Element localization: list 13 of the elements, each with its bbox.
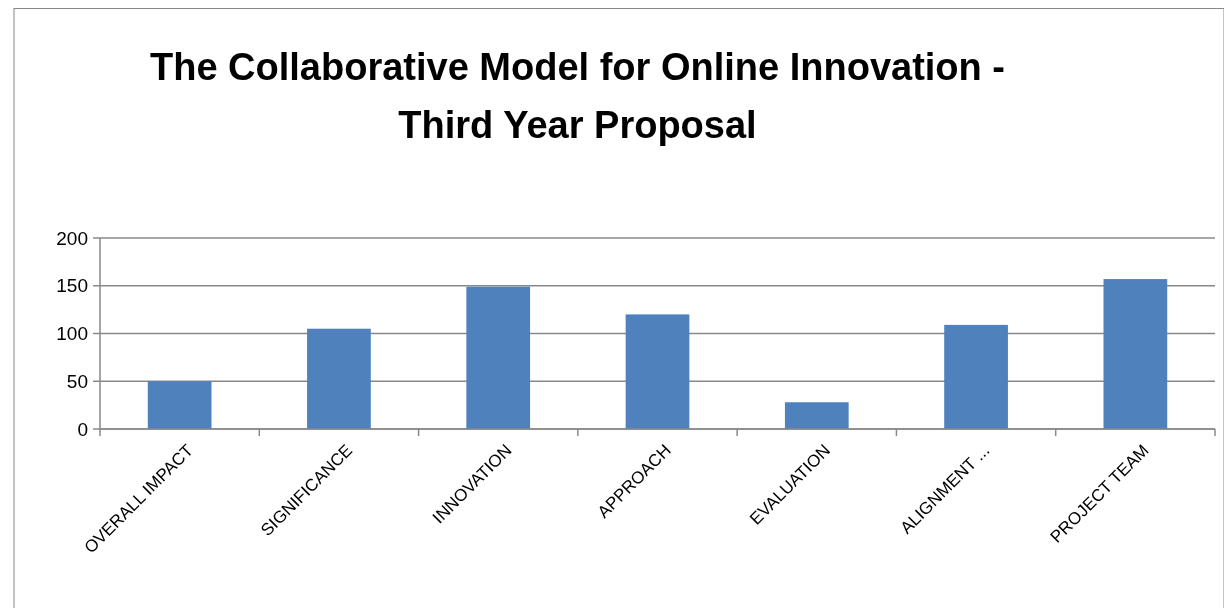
bar — [307, 328, 371, 429]
bar — [784, 402, 849, 429]
y-tick-label: 150 — [56, 275, 88, 297]
bar — [1103, 279, 1168, 429]
bar — [625, 314, 690, 429]
bar — [466, 286, 531, 429]
bar — [147, 381, 212, 429]
y-tick-label: 200 — [56, 227, 88, 249]
y-tick-label: 0 — [77, 418, 88, 440]
y-tick-label: 100 — [56, 323, 88, 345]
chart-title: The Collaborative Model for Online Innovation - Third Year Proposal — [149, 46, 1006, 146]
bar — [944, 324, 1008, 429]
y-tick-label: 50 — [66, 370, 88, 392]
